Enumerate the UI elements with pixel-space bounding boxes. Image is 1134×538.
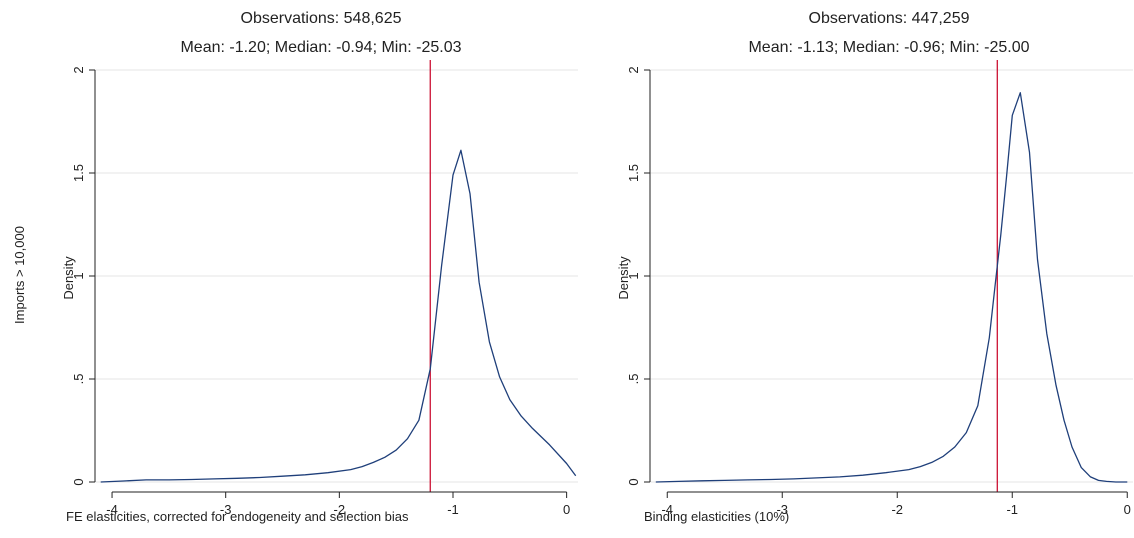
panel-right-grid (650, 69, 1133, 483)
panel-left-axes: 0 .5 1 1.5 2 -4 -3 -2 -1 0 (71, 66, 570, 517)
panel-left-y-tick-label-3: 1.5 (71, 164, 86, 182)
panel-right-density-line-0 (655, 92, 1128, 483)
panel-right: Observations: 447,259 Mean: -1.13; Media… (616, 10, 1133, 524)
panel-left: Observations: 548,625 Mean: -1.20; Media… (61, 10, 578, 524)
panel-right-axes: 0 .5 1 1.5 2 -4 -3 -2 -1 0 (626, 66, 1131, 517)
panel-left-y-tick-label-1: .5 (71, 374, 86, 385)
panel-left-y-tick-label-4: 2 (71, 66, 86, 73)
panel-right-y-tick-label-2: 1 (626, 272, 641, 279)
panel-right-series (655, 92, 1128, 483)
panel-left-series (100, 149, 577, 483)
panel-right-plot-area: 0 .5 1 1.5 2 -4 -3 -2 -1 0 (626, 60, 1133, 517)
panel-right-y-tick-label-0: 0 (626, 478, 641, 485)
panel-left-x-tick-label-1: -3 (220, 502, 232, 517)
panel-left-y-tick-label-2: 1 (71, 272, 86, 279)
panel-left-grid (95, 69, 578, 483)
panel-left-x-tick-label-3: -1 (447, 502, 459, 517)
panel-right-x-tick-label-4: 0 (1124, 502, 1131, 517)
panel-left-title-line1: Observations: 548,625 (241, 10, 402, 27)
panel-right-y-tick-label-3: 1.5 (626, 164, 641, 182)
panel-right-ylabel: Density (616, 256, 631, 300)
panel-left-x-tick-label-0: -4 (106, 502, 118, 517)
panel-left-ylabel: Density (61, 256, 76, 300)
panel-left-x-tick-label-2: -2 (334, 502, 346, 517)
panel-left-title-line2: Mean: -1.20; Median: -0.94; Min: -25.03 (180, 39, 461, 56)
panel-right-xlabel: Binding elasticities (10%) (644, 509, 789, 524)
panel-right-title-line2: Mean: -1.13; Median: -0.96; Min: -25.00 (748, 39, 1029, 56)
row-label: Imports > 10,000 (12, 226, 27, 324)
panel-right-x-tick-label-2: -2 (891, 502, 903, 517)
panel-right-x-tick-label-3: -1 (1006, 502, 1018, 517)
panel-right-title-line1: Observations: 447,259 (809, 10, 970, 27)
panel-right-x-tick-label-1: -3 (776, 502, 788, 517)
panel-left-x-tick-label-4: 0 (563, 502, 570, 517)
panel-left-density-line-0 (100, 149, 577, 483)
panel-right-y-tick-label-4: 2 (626, 66, 641, 73)
panel-left-plot-area: 0 .5 1 1.5 2 -4 -3 -2 -1 0 (71, 60, 578, 517)
panel-right-y-tick-label-1: .5 (626, 374, 641, 385)
panel-left-xlabel: FE elasticities, corrected for endogenei… (66, 509, 409, 524)
panel-right-x-tick-label-0: -4 (661, 502, 673, 517)
panel-left-y-tick-label-0: 0 (71, 478, 86, 485)
